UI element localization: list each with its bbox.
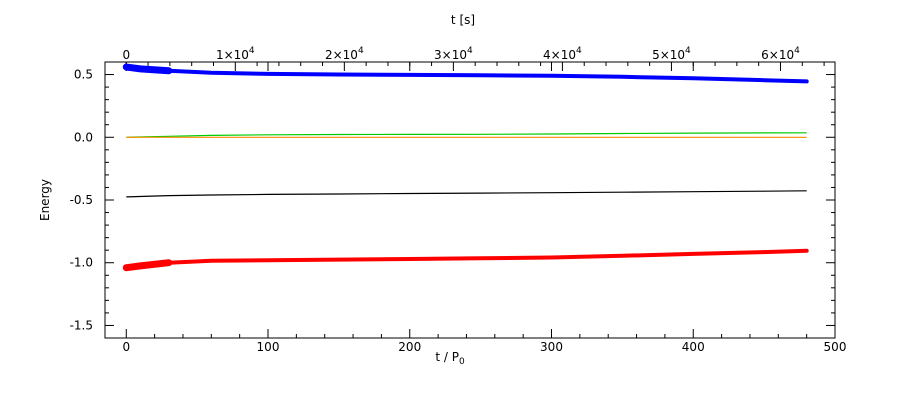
top-tick-label-main: 6×10 [761,48,794,62]
x-tick-label: 100 [257,340,280,354]
top-tick-label: 3×104 [434,46,473,62]
series-layer [122,63,809,272]
top-tick-label-main: 5×10 [652,48,685,62]
y-axis-title: Energy [38,179,52,221]
x-axis-title-bottom-main: t / P [435,350,459,364]
top-tick-label: 0 [122,48,130,62]
top-tick-label-exponent: 4 [467,46,473,56]
top-tick-label-exponent: 4 [358,46,364,56]
x-tick-label: 200 [398,340,421,354]
top-tick-label-main: 1×10 [216,48,249,62]
top-tick-label-main: 0 [122,48,130,62]
top-tick-label-exponent: 4 [794,46,800,56]
series-noisy-start-4 [122,259,173,272]
top-tick-label-exponent: 4 [576,46,582,56]
axis-ticks [105,61,836,339]
y-tick-label: -0.5 [70,193,93,207]
series-line-3 [126,190,807,198]
y-tick-label: 0.5 [74,68,93,82]
series-line-0 [124,65,809,84]
series-line-4 [124,248,809,270]
top-tick-label: 5×104 [652,46,691,62]
y-tick-label: 0.0 [74,130,93,144]
top-tick-label-main: 2×10 [325,48,358,62]
top-tick-label-exponent: 4 [685,46,691,56]
y-tick-label: -1.0 [70,256,93,270]
x-tick-label: 300 [540,340,563,354]
x-axis-title-top: t [s] [451,13,475,27]
x-axis-title-bottom-subscript: 0 [459,357,465,367]
top-tick-label: 6×104 [761,46,800,62]
top-tick-label: 4×104 [543,46,582,62]
y-tick-label: -1.5 [70,318,93,332]
x-axis-title-bottom: t / P0 [435,350,465,367]
x-tick-label: 400 [682,340,705,354]
top-tick-label-main: 4×10 [543,48,576,62]
x-tick-label: 500 [824,340,847,354]
top-tick-label-exponent: 4 [249,46,255,56]
top-tick-label: 1×104 [216,46,255,62]
top-tick-label-main: 3×10 [434,48,467,62]
top-tick-label: 2×104 [325,46,364,62]
plot-frame [104,61,836,339]
series-line-1 [126,132,807,138]
x-tick-label: 0 [122,340,130,354]
series-noisy-start-0 [122,63,173,75]
